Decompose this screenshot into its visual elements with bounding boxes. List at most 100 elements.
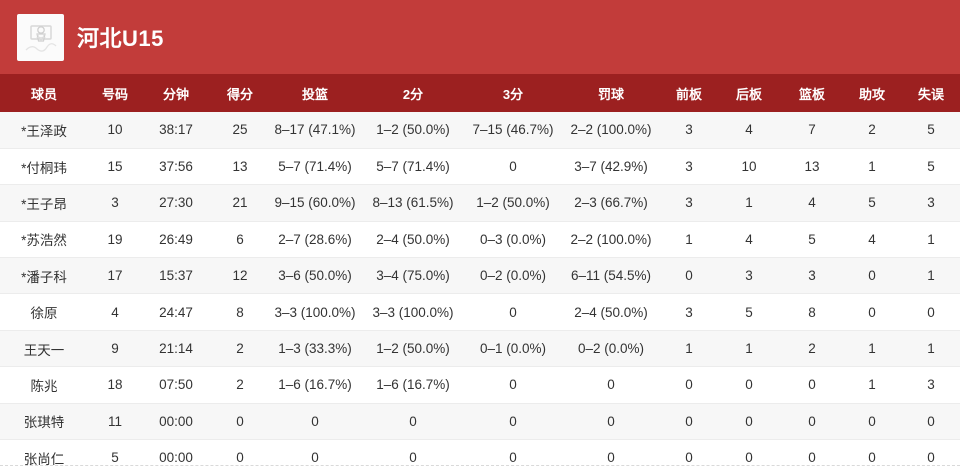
cell-dreb: 10 (741, 159, 757, 175)
cell-ast: 0 (868, 413, 876, 429)
team-header: 河北U15 (0, 0, 960, 74)
cell-dreb: 0 (745, 377, 753, 393)
cell-ft: 0 (607, 413, 615, 429)
cell-fg: 3–6 (50.0%) (278, 268, 352, 284)
cell-2pt: 3–3 (100.0%) (372, 304, 454, 320)
cell-2pt: 0 (409, 413, 417, 429)
cell-oreb: 3 (685, 304, 693, 320)
table-row[interactable]: 王天一 9 21:14 2 1–3 (33.3%) 1–2 (50.0%) 0–1 (0.0… (0, 330, 960, 367)
column-header-2pt: 2分 (360, 74, 466, 112)
cell-2pt: 1–2 (50.0%) (376, 122, 450, 138)
team-logo (17, 13, 64, 61)
table-row[interactable]: *王泽政 10 38:17 25 8–17 (47.1%) 1–2 (50.0%) 7–15… (0, 112, 960, 149)
cell-number: 5 (111, 450, 119, 466)
table-header-row: 球员 号码 分钟 得分 投篮 2分 3分 罚球 前板 后板 篮板 助攻 失误 (0, 74, 960, 112)
cell-points: 2 (236, 377, 244, 393)
cell-3pt: 0 (509, 304, 517, 320)
cell-number: 17 (107, 268, 123, 284)
cell-points: 13 (232, 159, 248, 175)
cell-oreb: 0 (685, 377, 693, 393)
cell-player: 张琪特 (23, 415, 65, 431)
cell-minutes: 15:37 (159, 268, 193, 284)
cell-2pt: 0 (409, 450, 417, 466)
cell-tov: 3 (927, 195, 935, 211)
column-header-player: 球员 (0, 74, 88, 112)
cell-tov: 1 (927, 268, 935, 284)
column-header-tov: 失误 (902, 74, 960, 112)
cell-player: *王泽政 (21, 123, 67, 139)
cell-ft: 6–11 (54.5%) (570, 268, 652, 284)
cell-tov: 5 (927, 122, 935, 138)
column-header-reb: 篮板 (782, 74, 842, 112)
cell-number: 9 (111, 341, 119, 357)
cell-dreb: 0 (745, 450, 753, 466)
table-row[interactable]: *苏浩然 19 26:49 6 2–7 (28.6%) 2–4 (50.0%) 0–3 (0… (0, 221, 960, 258)
cell-oreb: 0 (685, 413, 693, 429)
cell-dreb: 1 (745, 195, 753, 211)
cell-fg: 5–7 (71.4%) (278, 159, 352, 175)
table-row[interactable]: 徐原 4 24:47 8 3–3 (100.0%) 3–3 (100.0%) 0 2–4 (5… (0, 293, 960, 331)
cell-fg: 1–6 (16.7%) (278, 377, 352, 393)
basketball-hoop-icon (25, 25, 56, 52)
cell-player: *王子昂 (21, 196, 67, 212)
cell-minutes: 38:17 (159, 122, 193, 138)
table-row[interactable]: 张琪特 11 00:00 0 0 0 0 0 0 0 0 0 0 (0, 403, 960, 440)
cell-dreb: 5 (745, 304, 753, 320)
cell-number: 15 (107, 159, 123, 175)
cell-fg: 3–3 (100.0%) (274, 304, 356, 320)
cell-reb: 13 (804, 159, 820, 175)
cell-oreb: 0 (685, 450, 693, 466)
cell-ast: 2 (868, 122, 876, 138)
cell-fg: 9–15 (60.0%) (274, 195, 356, 211)
table-row[interactable]: *潘子科 17 15:37 12 3–6 (50.0%) 3–4 (75.0%) 0–2 (… (0, 257, 960, 294)
cell-ft: 2–4 (50.0%) (574, 304, 648, 320)
cell-points: 6 (236, 231, 244, 247)
cell-oreb: 1 (685, 231, 693, 247)
cell-ft: 3–7 (42.9%) (574, 159, 648, 175)
cell-fg: 8–17 (47.1%) (274, 122, 356, 138)
table-row[interactable]: 陈兆 18 07:50 2 1–6 (16.7%) 1–6 (16.7%) 0 0 0 0 0 1 3 (0, 366, 960, 404)
cell-oreb: 0 (685, 268, 693, 284)
cell-minutes: 24:47 (159, 304, 193, 320)
cell-number: 18 (107, 377, 123, 393)
cell-oreb: 3 (685, 122, 693, 138)
column-header-fg: 投篮 (270, 74, 360, 112)
cell-reb: 0 (808, 377, 816, 393)
cell-2pt: 8–13 (61.5%) (372, 195, 454, 211)
cell-reb: 4 (808, 195, 816, 211)
cell-oreb: 3 (685, 159, 693, 175)
cell-ft: 0 (607, 450, 615, 466)
cell-points: 25 (232, 122, 248, 138)
cell-oreb: 1 (685, 341, 693, 357)
cell-minutes: 37:56 (159, 159, 193, 175)
cell-minutes: 26:49 (159, 231, 193, 247)
cell-points: 12 (232, 268, 248, 284)
table-row[interactable]: *付桐玮 15 37:56 13 5–7 (71.4%) 5–7 (71.4%) 0 3–7 … (0, 148, 960, 185)
column-header-minutes: 分钟 (142, 74, 210, 112)
cell-ft: 0 (607, 377, 615, 393)
cell-oreb: 3 (685, 195, 693, 211)
cell-3pt: 0–3 (0.0%) (479, 231, 547, 247)
cell-player: *付桐玮 (21, 160, 67, 176)
cell-3pt: 0–1 (0.0%) (479, 341, 547, 357)
cell-dreb: 1 (745, 341, 753, 357)
cell-3pt: 0 (509, 450, 517, 466)
column-header-ast: 助攻 (842, 74, 902, 112)
column-header-points: 得分 (210, 74, 270, 112)
table-row[interactable]: 张尚仁 5 00:00 0 0 0 0 0 0 0 0 0 0 (0, 439, 960, 466)
cell-2pt: 2–4 (50.0%) (376, 231, 450, 247)
cell-points: 0 (236, 413, 244, 429)
column-header-dreb: 后板 (716, 74, 782, 112)
cell-reb: 2 (808, 341, 816, 357)
cell-ast: 0 (868, 450, 876, 466)
cell-dreb: 3 (745, 268, 753, 284)
table-row[interactable]: *王子昂 3 27:30 21 9–15 (60.0%) 8–13 (61.5%) 1–2 … (0, 184, 960, 222)
cell-tov: 3 (927, 377, 935, 393)
cell-dreb: 0 (745, 413, 753, 429)
cell-fg: 0 (311, 413, 319, 429)
cell-ast: 1 (868, 377, 876, 393)
cell-3pt: 7–15 (46.7%) (472, 122, 554, 138)
cell-points: 2 (236, 341, 244, 357)
cell-minutes: 27:30 (159, 195, 193, 211)
